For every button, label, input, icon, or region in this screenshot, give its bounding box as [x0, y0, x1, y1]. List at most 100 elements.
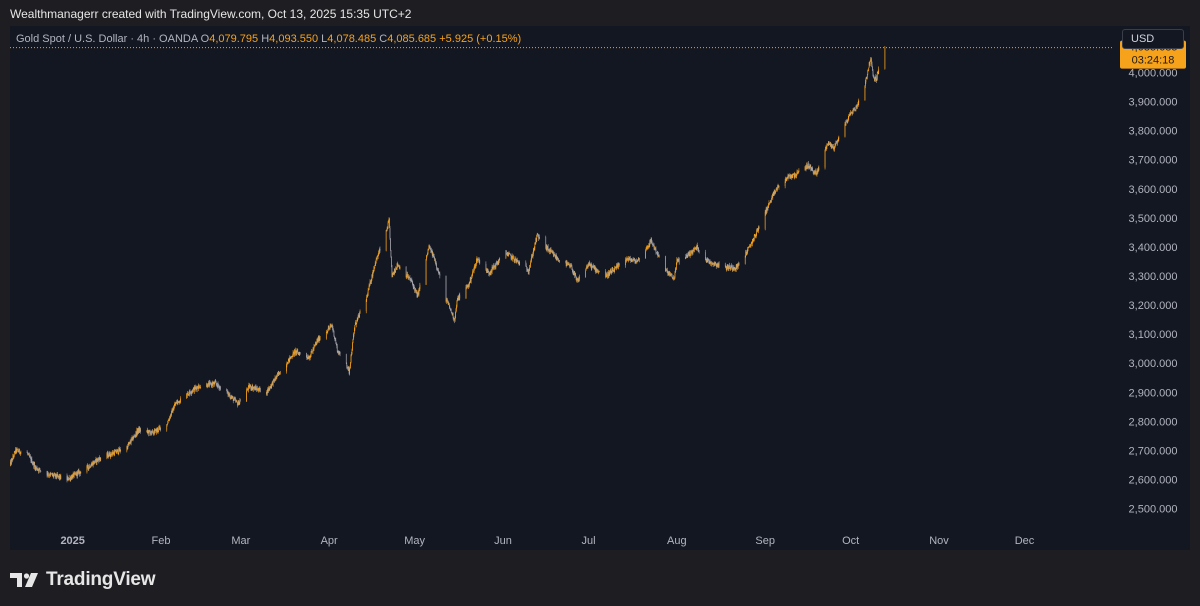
candle-body — [625, 259, 627, 261]
candle-body — [189, 390, 190, 395]
candle-body — [287, 363, 289, 365]
x-tick-label: Aug — [667, 535, 687, 547]
candle-body — [753, 238, 755, 240]
candle-body — [725, 267, 727, 270]
candle-body — [254, 386, 256, 390]
candle-body — [686, 255, 688, 258]
candle-body — [338, 352, 340, 355]
close-label: C — [379, 33, 388, 45]
candle-body — [408, 276, 410, 278]
candle-body — [854, 107, 855, 110]
candle-body — [290, 356, 292, 358]
candle-body — [626, 259, 627, 261]
candle-body — [18, 449, 20, 452]
candle-body — [298, 353, 300, 356]
candle-body — [254, 386, 255, 389]
candle-body — [220, 386, 221, 390]
candle-body — [436, 263, 437, 268]
candle-body — [406, 276, 407, 278]
tradingview-logo[interactable]: TradingView — [10, 569, 156, 591]
candle-body — [805, 166, 806, 169]
candle-body — [398, 265, 399, 267]
candle-body — [508, 253, 510, 255]
candle-body — [207, 386, 208, 388]
candle-body — [745, 251, 747, 256]
candle-body — [112, 452, 114, 454]
candle-body — [295, 350, 297, 354]
candle-body — [192, 391, 193, 392]
candle-body — [646, 245, 648, 248]
candle-body — [514, 258, 516, 262]
candle-body — [152, 430, 154, 434]
candle-body — [252, 386, 254, 390]
candle-body — [107, 453, 108, 456]
candle-body — [39, 468, 41, 471]
candle-body — [296, 350, 298, 353]
candle-body — [610, 270, 611, 273]
candle-body — [493, 265, 495, 268]
candle-body — [748, 246, 750, 248]
candle-body — [297, 351, 299, 354]
candle-body — [391, 256, 392, 265]
candle-body — [255, 386, 256, 390]
y-tick-label: 3,900.000 — [1129, 97, 1178, 109]
candle-body — [11, 459, 12, 465]
candle-body — [609, 272, 610, 277]
candle-body — [471, 274, 473, 277]
candle-body — [477, 258, 478, 261]
candle-body — [67, 477, 69, 479]
candle-body — [278, 372, 280, 374]
candle-body — [772, 194, 774, 198]
candle-body — [131, 437, 133, 440]
candle-body — [856, 105, 857, 107]
candle-body — [498, 261, 500, 264]
candle-body — [354, 322, 356, 325]
candle-body — [370, 281, 371, 284]
candle-body — [828, 141, 830, 145]
candle-body — [167, 423, 169, 425]
candle-body — [74, 472, 76, 474]
candle-body — [668, 272, 670, 274]
ohlc-legend: Gold Spot / U.S. Dollar · 4h · OANDA O4,… — [16, 33, 521, 45]
candle-body — [39, 468, 40, 469]
candle-body — [456, 306, 457, 309]
candle-body — [54, 473, 55, 475]
candle-body — [599, 271, 600, 273]
candle-body — [88, 466, 90, 469]
price-chart[interactable]: 2,500.000 2,600.000 2,700.000 2,800.000 2,90… — [10, 26, 1190, 550]
candle-body — [529, 267, 530, 270]
candle-body — [250, 385, 252, 389]
candle-body — [633, 258, 635, 260]
candle-body — [756, 230, 757, 235]
chart-area[interactable]: 2,500.000 2,600.000 2,700.000 2,800.000 2,90… — [10, 26, 1190, 550]
candle-body — [873, 76, 875, 77]
candle-body — [226, 390, 228, 393]
candle-body — [788, 175, 790, 177]
candle-body — [114, 451, 115, 455]
candle-body — [865, 78, 867, 83]
candle-body — [346, 363, 348, 367]
candle-body — [515, 259, 517, 262]
candle-body — [259, 387, 261, 393]
candle-body — [645, 251, 646, 259]
candle-body — [219, 387, 220, 389]
candle-body — [405, 266, 407, 278]
candle-body — [531, 256, 532, 261]
candle-body — [453, 318, 455, 320]
candle-body — [815, 171, 816, 174]
candle-body — [157, 428, 159, 432]
candle-body — [757, 228, 758, 231]
candle-body — [129, 441, 131, 443]
currency-button[interactable]: USD — [1122, 29, 1184, 49]
candle-body — [691, 251, 692, 254]
candle-body — [173, 408, 175, 411]
candle-body — [48, 474, 50, 476]
candle-body — [476, 260, 477, 265]
candle-body — [690, 250, 691, 256]
candle-body — [794, 173, 795, 178]
candle-body — [850, 111, 852, 113]
candle-body — [97, 458, 99, 460]
candle-body — [115, 450, 117, 453]
candle-body — [416, 292, 417, 293]
candle-body — [135, 432, 137, 436]
